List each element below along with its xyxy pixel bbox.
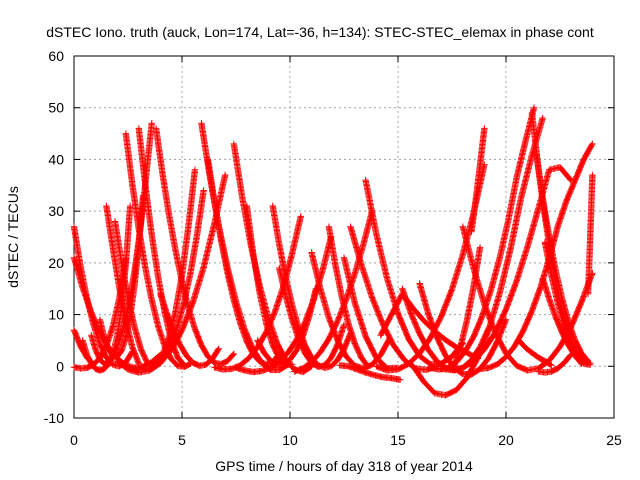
data-points-path (533, 151, 592, 365)
data-points-path (111, 218, 151, 367)
y-tick-label: 0 (56, 358, 64, 374)
data-points-path (325, 223, 371, 370)
data-points-path (468, 125, 488, 235)
y-tick-label: 10 (48, 307, 64, 323)
data-points-path (103, 202, 142, 367)
x-tick-label: 20 (498, 432, 514, 448)
data-series (533, 151, 592, 365)
data-points-path (409, 114, 546, 399)
data-series (157, 290, 222, 369)
y-tick-label: 50 (48, 100, 64, 116)
data-series (347, 223, 441, 374)
data-series (243, 202, 296, 368)
data-series (325, 223, 371, 370)
y-tick-label: 60 (48, 48, 64, 64)
data-points-path (515, 337, 555, 369)
data-series (122, 130, 194, 370)
x-tick-label: 0 (70, 432, 78, 448)
x-axis-label: GPS time / hours of day 318 of year 2014 (215, 458, 473, 474)
data-series (362, 176, 466, 368)
data-points-path (362, 176, 466, 368)
y-tick-label: 20 (48, 255, 64, 271)
y-tick-label: 40 (48, 151, 64, 167)
data-series (584, 171, 596, 298)
x-tick-label: 15 (390, 432, 406, 448)
y-tick-labels: -10 0 10 20 30 40 50 60 (44, 48, 64, 426)
y-axis-label: dSTEC / TECUs (5, 186, 21, 288)
x-tick-labels: 0 5 10 15 20 25 (70, 432, 622, 448)
data-series (539, 275, 585, 367)
data-points-path (204, 156, 283, 368)
y-tick-label: 30 (48, 203, 64, 219)
data-points-path (243, 202, 296, 368)
x-tick-label: 10 (282, 432, 298, 448)
data-points-path (157, 290, 222, 369)
data-series (468, 125, 488, 235)
data-series (535, 351, 574, 376)
data-points (70, 104, 596, 399)
x-tick-label: 25 (606, 432, 622, 448)
data-points-path (584, 171, 596, 298)
data-points-path (535, 351, 574, 376)
data-series (515, 337, 555, 369)
chart-title: dSTEC Iono. truth (auck, Lon=174, Lat=-3… (46, 24, 594, 40)
y-tick-label: -10 (44, 410, 64, 426)
data-series (204, 156, 283, 368)
data-points-path (336, 362, 404, 383)
data-series (336, 362, 404, 383)
data-points-path (347, 223, 441, 374)
data-points-path (539, 275, 585, 367)
x-tick-label: 5 (178, 432, 186, 448)
data-series (111, 218, 151, 367)
data-series (409, 114, 546, 399)
data-series (103, 202, 142, 367)
data-points-path (122, 130, 194, 370)
